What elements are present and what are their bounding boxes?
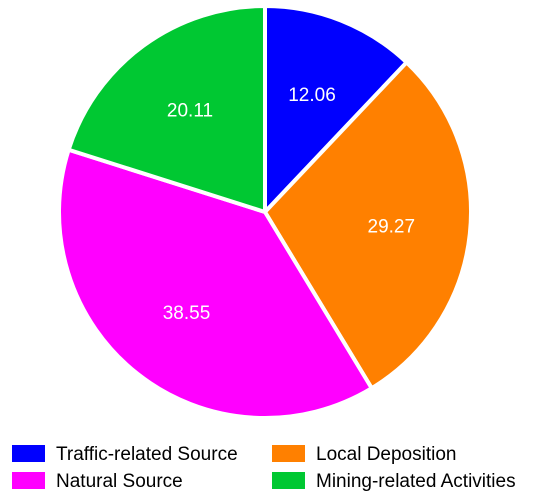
data-label-natural-source: 38.55 <box>163 303 211 324</box>
legend-label-traffic-related-source: Traffic-related Source <box>56 444 238 465</box>
data-label-traffic-related-source: 12.06 <box>288 85 336 106</box>
legend-swatch-local-deposition <box>272 445 305 462</box>
pie-slices <box>57 4 473 420</box>
pie-slice-traffic-related-source <box>263 4 409 214</box>
pie-data-labels: 12.06 29.27 38.55 20.11 <box>163 85 415 324</box>
pie-slice-natural-source <box>57 147 374 420</box>
legend-swatch-traffic-related-source <box>12 445 45 462</box>
legend-label-natural-source: Natural Source <box>56 471 183 492</box>
data-label-local-deposition: 29.27 <box>368 217 416 238</box>
legend-swatch-natural-source <box>12 472 45 489</box>
pie-slice-mining-related-activities <box>66 4 267 214</box>
legend-swatch-mining-related-activities <box>272 472 305 489</box>
data-label-mining-related-activities: 20.11 <box>167 101 213 122</box>
legend-label-local-deposition: Local Deposition <box>316 444 456 465</box>
legend: Traffic-related Source Local Deposition Na… <box>12 444 516 492</box>
legend-label-mining-related-activities: Mining-related Activities <box>316 471 516 492</box>
pie-slice-local-deposition <box>263 60 473 391</box>
